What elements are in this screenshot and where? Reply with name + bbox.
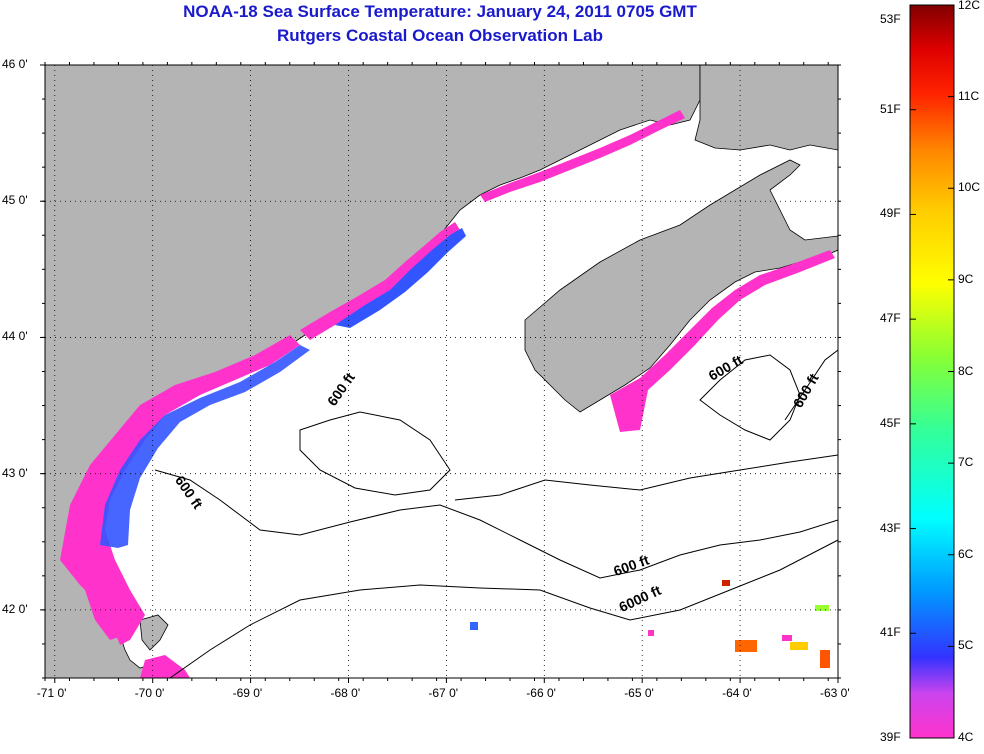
x-tick-label: -69 0' (232, 686, 263, 700)
sst-cold-band-nb (480, 110, 685, 202)
land-northeast (694, 65, 838, 151)
sst-warm-spot (722, 580, 730, 586)
map-title: NOAA-18 Sea Surface Temperature: January… (183, 2, 697, 21)
y-tick-label: 42 0' (2, 601, 28, 616)
x-tick-label: -68 0' (330, 686, 361, 700)
sst-cold-band-coast-me (300, 222, 460, 340)
colorbar-label-f: 51F (880, 101, 901, 116)
colorbar-label-c: 6C (958, 546, 974, 561)
land-cape-cod (139, 614, 169, 651)
colorbar (909, 4, 955, 739)
colorbar-label-f: 49F (880, 206, 901, 221)
axis-ticks (40, 62, 841, 683)
y-tick-label: 43 0' (2, 465, 28, 480)
contour-600ft-far (784, 349, 838, 421)
sst-blue-band-coast-me (335, 228, 466, 328)
contour-600ft-main (154, 469, 838, 579)
sst-warm-spot (648, 630, 654, 636)
x-tick-label: -66 0' (526, 686, 556, 700)
colorbar-label-f: 41F (880, 625, 901, 640)
x-tick-label: -67 0' (428, 686, 459, 700)
contour-6000ft (169, 539, 838, 678)
sst-cold-patch-south (85, 590, 125, 640)
sst-cold-band-ns (610, 250, 835, 432)
colorbar-label-c: 5C (958, 638, 974, 653)
sst-warm-spot (820, 650, 830, 668)
sst-cold-band-west (60, 335, 300, 645)
map-layers (45, 65, 838, 678)
colorbar-label-c: 9C (958, 271, 974, 286)
contour-600ft-east (454, 454, 838, 501)
colorbar-label-f: 39F (880, 730, 901, 744)
contour-600ft-inner (299, 411, 451, 496)
x-tick-label: -63 0' (820, 686, 850, 700)
colorbar-label-f: 45F (880, 415, 901, 430)
x-tick-label: -64 0' (722, 686, 752, 700)
y-tick-label: 44 0' (2, 329, 28, 344)
sst-warm-spot (782, 635, 792, 641)
colorbar-label-f: 43F (880, 520, 901, 535)
sst-warm-spot (790, 642, 808, 650)
colorbar-label-c: 7C (958, 455, 974, 470)
colorbar-label-c: 4C (958, 730, 974, 744)
sst-warm-spot (815, 605, 829, 611)
colorbar-ticks (910, 4, 954, 739)
colorbar-label-c: 11C (958, 88, 980, 103)
sst-warm-spot (470, 622, 478, 630)
map-subtitle: Rutgers Coastal Ocean Observation Lab (277, 26, 603, 45)
colorbar-label-c: 12C (958, 0, 981, 12)
sst-blue-band-west (100, 345, 310, 548)
x-tick-label: -70 0' (134, 686, 165, 700)
colorbar-label-c: 10C (958, 180, 981, 195)
contour-600ft-ne (699, 354, 801, 441)
colorbar-label-f: 53F (880, 12, 901, 26)
colorbar-label-f: 47F (880, 311, 901, 326)
y-tick-label: 45 0' (2, 193, 28, 208)
y-tick-label: 46 0' (2, 57, 28, 71)
x-tick-label: -65 0' (624, 686, 654, 700)
colorbar-label-c: 8C (958, 363, 974, 378)
x-tick-label: -71 0' (36, 686, 67, 700)
sst-warm-spot (735, 640, 757, 652)
